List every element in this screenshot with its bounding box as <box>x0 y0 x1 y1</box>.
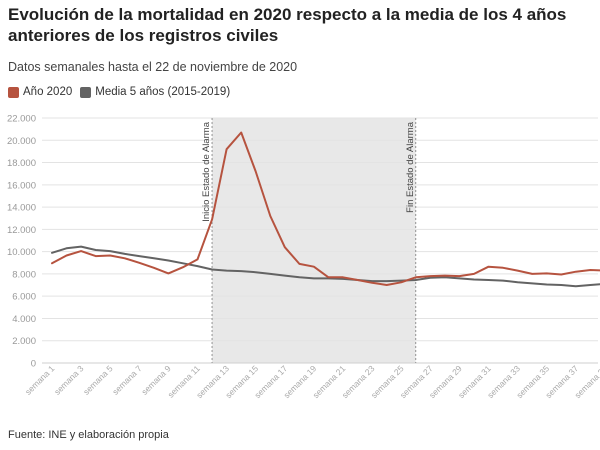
x-tick-label: semana 1 <box>23 363 57 397</box>
y-tick-label: 12.000 <box>7 225 36 236</box>
legend-swatch-2020 <box>8 86 19 98</box>
annotation-label: Inicio Estado de Alarma <box>201 121 212 222</box>
legend-label-2020: Año 2020 <box>23 86 73 98</box>
estado-alarma-shade <box>212 118 416 363</box>
y-axis-ticks: 0 2.000 4.000 6.000 8.000 10.000 12.000 14.000 1… <box>7 114 36 370</box>
x-tick-label: semana 7 <box>110 363 144 397</box>
chart-title: Evolución de la mortalidad en 2020 respe… <box>8 5 567 45</box>
x-tick-label: semana 5 <box>81 363 115 397</box>
y-tick-label: 6.000 <box>12 292 36 303</box>
y-tick-label: 18.000 <box>7 158 36 169</box>
annotations: Inicio Estado de Alarma Fin Estado de Ala… <box>201 118 417 363</box>
y-tick-label: 2.000 <box>12 336 36 347</box>
y-tick-label: 8.000 <box>12 269 36 280</box>
y-tick-label: 10.000 <box>7 247 36 258</box>
x-tick-label: semana 3 <box>52 363 86 397</box>
y-tick-label: 20.000 <box>7 136 36 147</box>
legend-item-media[interactable]: Media 5 años (2015-2019) <box>80 86 230 98</box>
legend-swatch-media <box>80 86 92 98</box>
legend-label-media: Media 5 años (2015-2019) <box>95 86 231 98</box>
series-line-media <box>51 245 600 288</box>
chart-legend: Año 2020 Media 5 años (2015-2019) <box>8 86 238 98</box>
grid-lines <box>42 117 598 364</box>
legend-item-2020[interactable]: Año 2020 <box>8 86 72 98</box>
annotation-label: Fin Estado de Alarma <box>405 121 416 213</box>
chart-source: Fuente: INE y elaboración propia <box>8 429 169 441</box>
y-tick-label: 16.000 <box>7 180 36 191</box>
y-tick-label: 4.000 <box>12 314 36 325</box>
estado-alarma-shade-group <box>212 118 416 363</box>
y-tick-label: 0 <box>31 359 36 370</box>
y-tick-label: 22.000 <box>7 114 36 125</box>
series-line-2020 <box>51 131 600 286</box>
chart-subtitle: Datos semanales hasta el 22 de noviembre… <box>8 60 298 74</box>
y-tick-label: 14.000 <box>7 203 36 214</box>
series-lines <box>51 131 600 288</box>
